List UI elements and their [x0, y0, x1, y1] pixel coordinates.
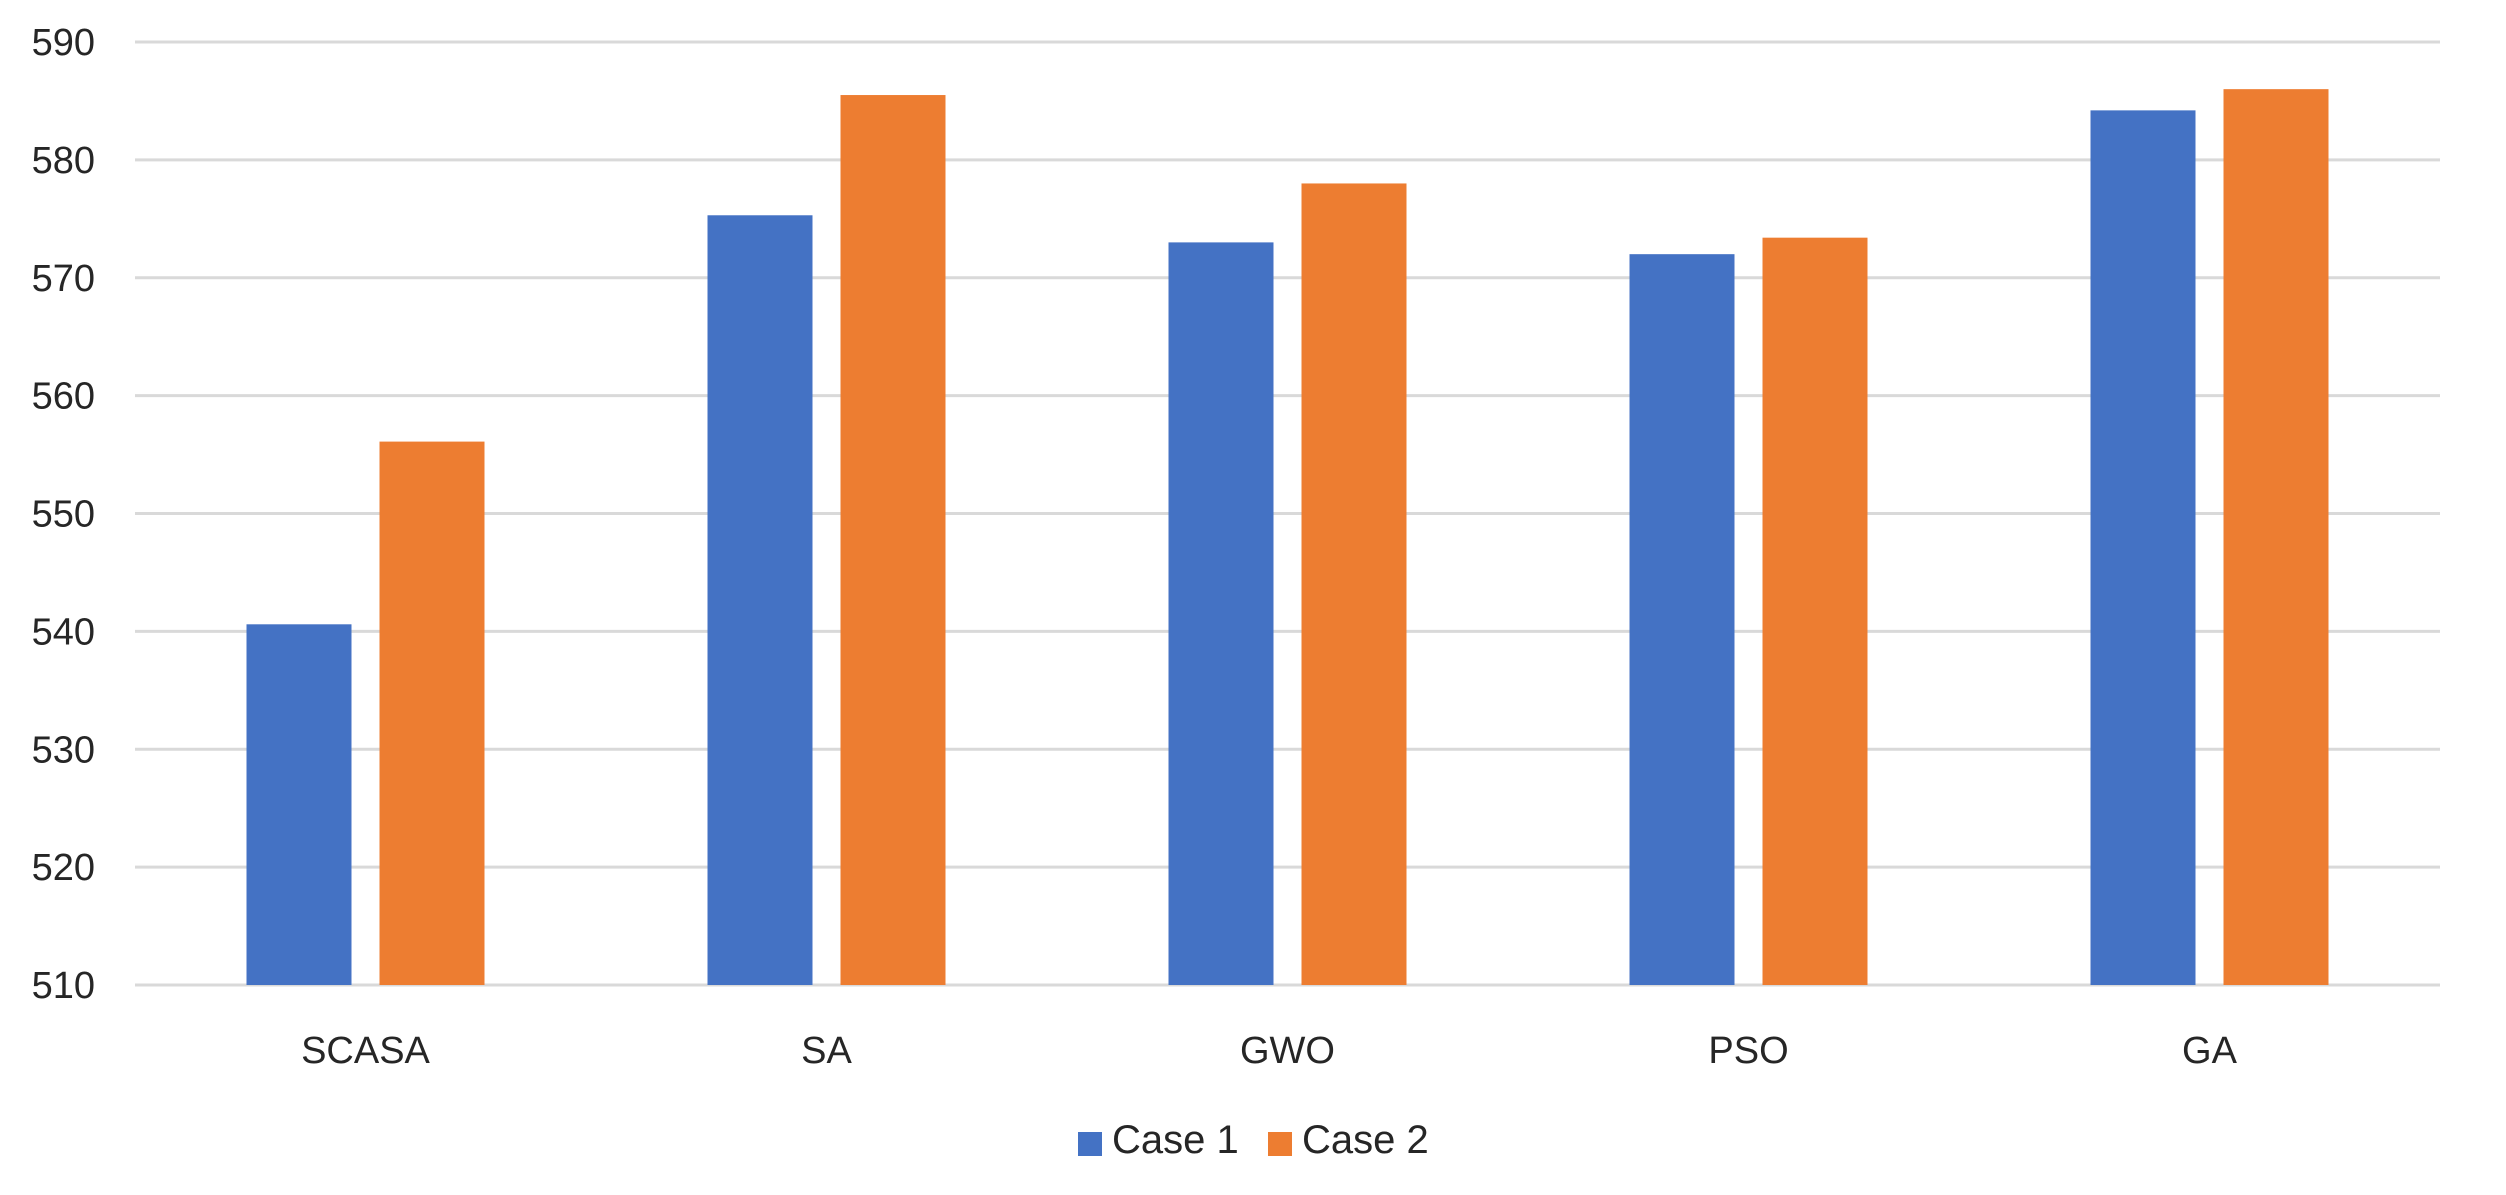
bar-case-2-ga: [2223, 89, 2329, 985]
bar-case-2-gwo: [1301, 183, 1407, 985]
bar-case-2-scasa: [379, 441, 485, 985]
y-tick-label: 510: [32, 965, 95, 1007]
y-tick-label: 540: [32, 611, 95, 653]
x-axis-categories: SCASA SA GWO PSO GA: [301, 1030, 2238, 1072]
bar-case-2-pso: [1762, 237, 1868, 986]
y-tick-label: 520: [32, 847, 95, 889]
y-tick-label: 590: [32, 22, 95, 64]
x-category-label: GWO: [1240, 1030, 1335, 1072]
legend-swatch-case-2: [1268, 1132, 1292, 1156]
y-tick-label: 580: [32, 140, 95, 182]
x-category-label: SCASA: [301, 1030, 430, 1072]
legend: Case 1 Case 2: [1078, 1118, 1429, 1162]
bar-case-1-sa: [707, 215, 813, 985]
legend-swatch-case-1: [1078, 1132, 1102, 1156]
bar-case-1-pso: [1629, 254, 1735, 986]
gridlines: [135, 40, 2440, 987]
y-tick-label: 530: [32, 729, 95, 771]
bars: [246, 89, 2329, 986]
x-category-label: GA: [2182, 1030, 2238, 1072]
x-category-label: PSO: [1708, 1030, 1788, 1072]
bar-case-2-sa: [840, 95, 946, 985]
y-tick-label: 560: [32, 376, 95, 418]
y-tick-label: 570: [32, 258, 95, 300]
y-tick-label: 550: [32, 494, 95, 536]
legend-label-case-2: Case 2: [1302, 1118, 1429, 1162]
bar-case-1-ga: [2090, 110, 2196, 986]
legend-label-case-1: Case 1: [1112, 1118, 1239, 1162]
y-axis-ticks: 510 520 530 540 550 560 570 580 590: [32, 22, 95, 1007]
bar-case-1-gwo: [1168, 242, 1274, 985]
bar-case-1-scasa: [246, 624, 352, 985]
x-category-label: SA: [801, 1030, 852, 1072]
